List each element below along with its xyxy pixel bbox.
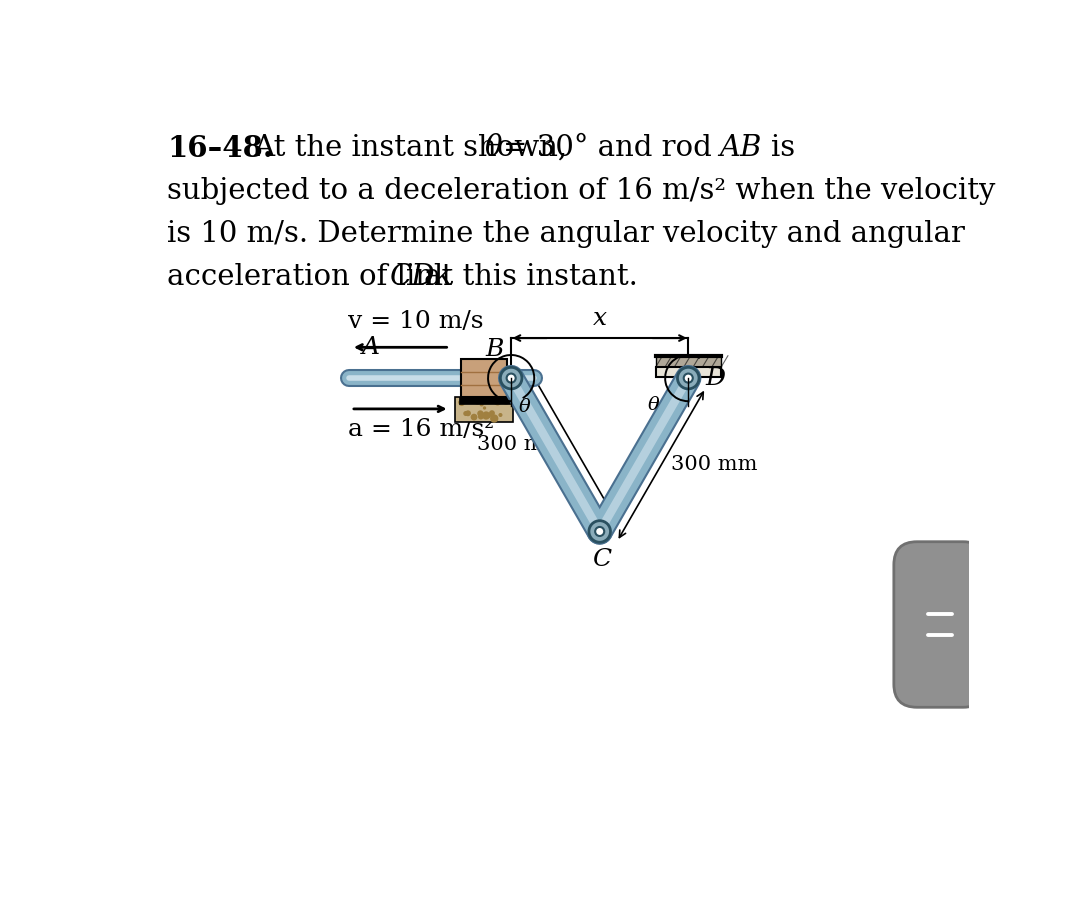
Text: CD: CD <box>390 263 435 291</box>
Circle shape <box>500 367 522 389</box>
Text: at this instant.: at this instant. <box>424 263 638 291</box>
Circle shape <box>499 413 502 417</box>
Text: 300 mm: 300 mm <box>671 455 757 474</box>
Circle shape <box>478 414 484 420</box>
Text: D: D <box>705 367 725 389</box>
Text: a = 16 m/s²: a = 16 m/s² <box>348 418 495 441</box>
Circle shape <box>463 411 469 416</box>
Text: v = 10 m/s: v = 10 m/s <box>348 310 484 333</box>
Text: 16–48.: 16–48. <box>167 134 273 163</box>
Circle shape <box>458 400 462 405</box>
Bar <box>455 397 513 422</box>
Circle shape <box>589 520 610 542</box>
Circle shape <box>465 410 471 416</box>
Circle shape <box>490 414 498 423</box>
Text: is 10 m/s. Determine the angular velocity and angular: is 10 m/s. Determine the angular velocit… <box>167 220 964 248</box>
Bar <box>459 397 510 404</box>
Text: B: B <box>485 338 503 361</box>
Circle shape <box>477 410 484 416</box>
Circle shape <box>489 410 495 416</box>
Circle shape <box>483 406 486 410</box>
Circle shape <box>677 367 699 389</box>
Circle shape <box>502 397 510 405</box>
Circle shape <box>474 398 481 405</box>
FancyBboxPatch shape <box>894 542 986 708</box>
Text: θ: θ <box>518 398 530 416</box>
Text: θ: θ <box>647 396 659 414</box>
Circle shape <box>471 414 477 421</box>
Text: is: is <box>771 134 795 162</box>
Text: AB: AB <box>719 134 761 162</box>
Bar <box>656 356 721 367</box>
Circle shape <box>595 527 604 536</box>
Text: θ: θ <box>484 134 502 162</box>
Bar <box>656 367 721 376</box>
Text: x: x <box>593 308 607 330</box>
Circle shape <box>494 397 501 405</box>
Text: A: A <box>362 336 380 359</box>
Circle shape <box>487 414 491 417</box>
Bar <box>461 359 508 397</box>
Text: acceleration of link: acceleration of link <box>167 263 451 291</box>
Text: C: C <box>592 548 611 571</box>
Circle shape <box>459 400 464 406</box>
Circle shape <box>487 414 490 418</box>
Circle shape <box>507 374 515 383</box>
Circle shape <box>482 412 490 420</box>
Text: At the instant shown,: At the instant shown, <box>253 134 567 162</box>
Text: subjected to a deceleration of 16 m/s² when the velocity: subjected to a deceleration of 16 m/s² w… <box>167 177 996 205</box>
Circle shape <box>684 374 692 383</box>
Circle shape <box>480 403 484 406</box>
Text: 300 mm: 300 mm <box>477 435 564 454</box>
Text: = 30° and rod: = 30° and rod <box>503 134 712 162</box>
